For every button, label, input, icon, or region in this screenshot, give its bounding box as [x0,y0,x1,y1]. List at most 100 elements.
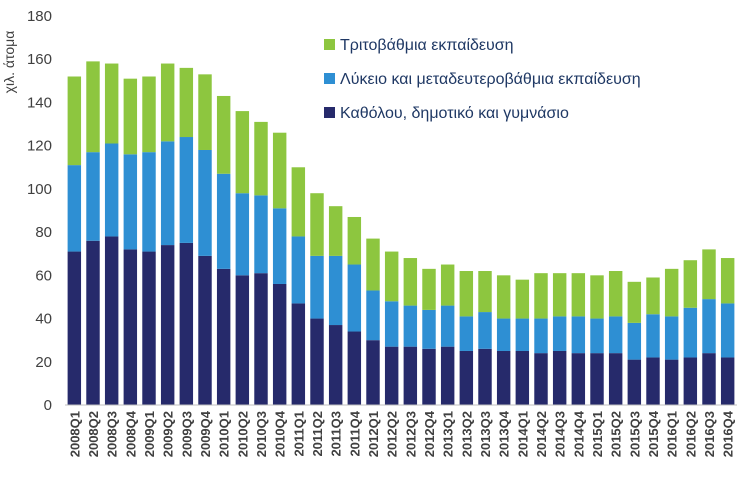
bar-segment-1 [104,236,119,405]
bar-segment-2 [403,305,418,347]
bar-segment-1 [67,251,82,405]
bar-segment-2 [534,318,548,354]
bar-segment-2 [291,236,306,304]
bar-segment-2 [272,208,287,284]
y-axis-label: χιλ. άτομα [1,31,17,94]
y-tick-label: 120 [27,138,52,155]
legend-swatch [324,39,335,50]
bar-segment-1 [702,353,716,405]
bar-segment-2 [160,141,175,246]
bar-segment-1 [198,255,212,405]
bar-segment-2 [366,290,380,341]
x-tick-label: 2014Q1 [515,411,530,457]
bar-segment-3 [646,277,660,315]
bar-segment-3 [347,216,362,265]
bar-segment-1 [291,303,306,405]
bar-segment-1 [142,251,156,405]
bar-segment-2 [646,314,660,358]
bar-segment-1 [366,340,380,405]
legend-swatch [324,73,335,84]
bar-segment-3 [86,61,100,153]
bar-segment-1 [384,346,399,405]
y-tick-label: 140 [27,94,52,111]
bar-segment-3 [366,238,380,291]
bar-segment-3 [123,78,138,155]
x-tick-label: 2008Q2 [86,411,101,457]
bar-segment-1 [646,357,660,405]
bar-segment-1 [254,273,268,405]
x-tick-label: 2011Q4 [347,410,362,456]
bar-segment-2 [664,316,679,360]
bar-segment-2 [235,193,250,276]
bar-segment-2 [552,316,567,351]
bar-segment-3 [160,63,175,142]
x-tick-label: 2010Q4 [273,410,288,457]
bar-segment-2 [179,137,194,243]
bar-segment-2 [198,149,212,256]
x-tick-label: 2013Q1 [441,411,456,457]
x-tick-label: 2012Q1 [366,411,381,457]
bar-segment-1 [160,245,175,405]
bar-segment-2 [627,322,642,360]
x-tick-label: 2016Q1 [665,411,680,457]
x-tick-label: 2016Q3 [702,411,717,457]
bar-segment-2 [590,318,604,354]
bar-segment-1 [590,353,604,405]
bar-segment-2 [384,301,399,347]
y-axis: 0 20 40 60 80 100 120 140 160 180 [27,8,52,414]
bar-segment-2 [310,255,324,319]
bar-segment-1 [422,348,436,405]
x-tick-label: 2012Q4 [422,410,437,457]
x-tick-label: 2010Q3 [254,411,269,457]
x-tick-label: 2015Q3 [627,411,642,457]
bar-segment-2 [702,299,716,354]
x-tick-label: 2011Q1 [291,411,306,457]
x-tick-label: 2014Q3 [553,411,568,457]
x-tick-label: 2010Q2 [235,411,250,457]
bar-segment-2 [459,316,474,351]
y-tick-label: 40 [35,311,52,328]
x-tick-label: 2009Q4 [198,410,213,457]
x-tick-label: 2011Q3 [329,411,344,457]
bar-segment-2 [142,152,156,252]
bar-segment-3 [534,273,548,319]
bar-segment-2 [720,303,735,358]
x-tick-label: 2013Q4 [497,410,512,457]
bar-segment-3 [552,273,567,317]
bar-segment-3 [142,76,156,153]
y-tick-label: 60 [35,267,52,284]
bar-segment-1 [720,357,735,405]
bar-segment-1 [496,350,511,405]
bar-segment-3 [328,206,343,256]
bar-segment-1 [664,359,679,405]
x-tick-label: 2009Q1 [142,411,157,457]
bar-segment-3 [683,260,698,308]
bar-segment-2 [328,255,343,326]
bar-segment-2 [496,318,511,351]
bar-segment-2 [104,143,119,237]
bar-segment-3 [515,279,530,319]
bar-segment-1 [459,350,474,405]
x-tick-label: 2012Q2 [385,411,400,457]
bar-segment-2 [123,154,138,250]
bar-segment-3 [403,258,418,306]
bar-segment-1 [478,348,492,405]
bar-segment-2 [478,312,492,349]
bar-segment-1 [328,325,343,405]
bar-segment-2 [422,309,436,349]
x-axis: 2008Q1 2008Q2 2008Q3 2008Q4 2009Q1 2009Q2 2009… [67,410,735,457]
bar-segment-3 [104,63,119,144]
bar-segment-2 [515,318,530,351]
bar-segment-2 [86,152,100,241]
bar-segment-3 [720,258,735,304]
bar-segment-1 [272,283,287,405]
bar-segment-1 [86,240,100,405]
bar-segment-1 [347,331,362,405]
bar-segment-3 [291,167,306,237]
x-tick-label: 2009Q3 [179,411,194,457]
y-tick-label: 100 [27,181,52,198]
bar-segment-3 [67,76,82,166]
y-tick-label: 20 [35,354,52,371]
x-tick-label: 2015Q1 [590,411,605,457]
